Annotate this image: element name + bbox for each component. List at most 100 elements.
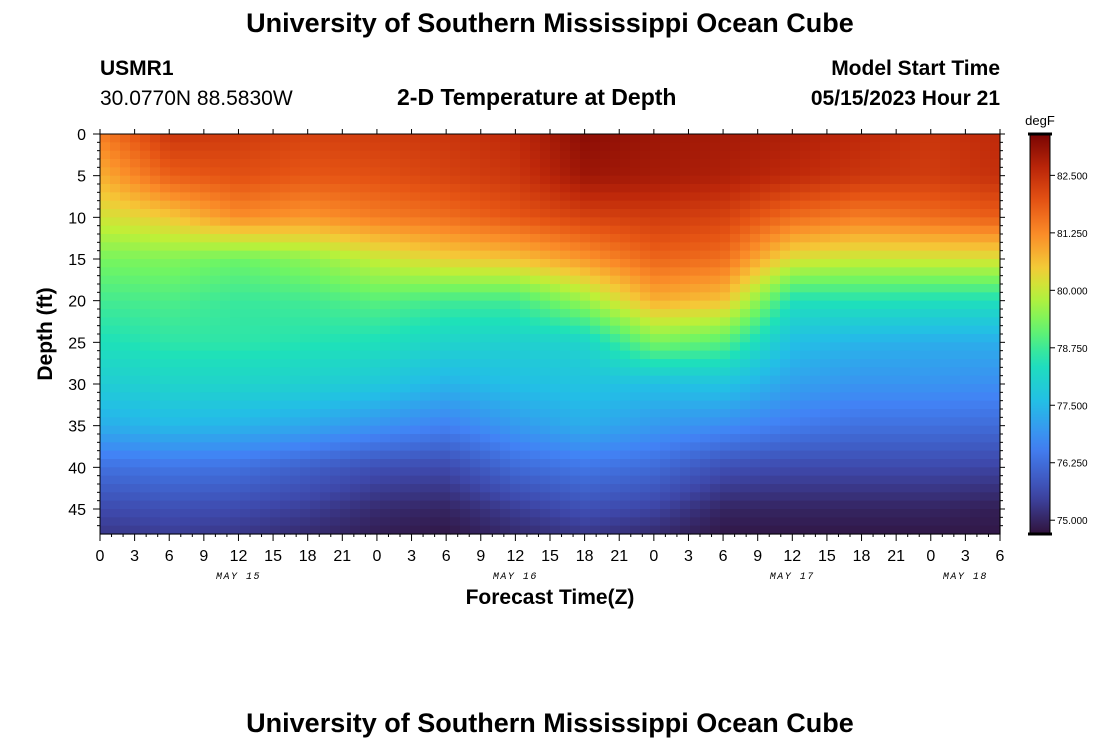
heatmap-cell bbox=[610, 134, 621, 143]
heatmap-cell bbox=[130, 234, 141, 243]
heatmap-cell bbox=[600, 300, 611, 310]
heatmap-cell bbox=[440, 525, 451, 535]
heatmap-cell bbox=[590, 450, 601, 460]
heatmap-cell bbox=[540, 525, 551, 535]
heatmap-cell bbox=[670, 184, 681, 193]
heatmap-cell bbox=[600, 217, 611, 227]
heatmap-cell bbox=[280, 209, 291, 218]
heatmap-cell bbox=[150, 250, 161, 260]
heatmap-cell bbox=[550, 409, 561, 418]
heatmap-cell bbox=[910, 150, 921, 160]
heatmap-cell bbox=[600, 459, 611, 468]
heatmap-cell bbox=[370, 242, 381, 252]
heatmap-cell bbox=[490, 492, 501, 502]
heatmap-cell bbox=[610, 409, 621, 418]
heatmap-cell bbox=[280, 300, 291, 310]
heatmap-cell bbox=[150, 442, 161, 452]
heatmap-cell bbox=[600, 492, 611, 502]
heatmap-cell bbox=[460, 384, 471, 393]
heatmap-cell bbox=[500, 217, 511, 227]
heatmap-cell bbox=[850, 417, 861, 427]
heatmap-cell bbox=[110, 367, 121, 377]
heatmap-cell bbox=[980, 450, 991, 460]
heatmap-cell bbox=[660, 234, 671, 243]
heatmap-cell bbox=[970, 150, 981, 160]
heatmap-cell bbox=[600, 242, 611, 252]
heatmap-cell bbox=[130, 292, 141, 302]
heatmap-cell bbox=[100, 409, 111, 418]
heatmap-cell bbox=[420, 459, 431, 468]
heatmap-cell bbox=[300, 217, 311, 227]
heatmap-cell bbox=[730, 434, 741, 443]
heatmap-cell bbox=[930, 442, 941, 452]
heatmap-cell bbox=[930, 209, 941, 218]
heatmap-cell bbox=[740, 417, 751, 427]
heatmap-cell bbox=[900, 500, 911, 510]
heatmap-cell bbox=[650, 134, 661, 143]
heatmap-cell bbox=[750, 192, 761, 202]
heatmap-cell bbox=[400, 300, 411, 310]
heatmap-cell bbox=[430, 509, 441, 518]
heatmap-cell bbox=[400, 342, 411, 352]
heatmap-cell bbox=[730, 417, 741, 427]
heatmap-cell bbox=[180, 150, 191, 160]
heatmap-cell bbox=[770, 492, 781, 502]
heatmap-cell bbox=[170, 450, 181, 460]
heatmap-cell bbox=[640, 225, 651, 235]
heatmap-cell bbox=[850, 217, 861, 227]
heatmap-cell bbox=[670, 442, 681, 452]
heatmap-cell bbox=[510, 367, 521, 377]
heatmap-cell bbox=[150, 450, 161, 460]
heatmap-cell bbox=[740, 259, 751, 268]
heatmap-cell bbox=[860, 450, 871, 460]
heatmap-cell bbox=[450, 350, 461, 360]
heatmap-cell bbox=[710, 359, 721, 368]
heatmap-cell bbox=[490, 350, 501, 360]
heatmap-cell bbox=[680, 217, 691, 227]
heatmap-cell bbox=[240, 292, 251, 302]
heatmap-cell bbox=[830, 134, 841, 143]
heatmap-cell bbox=[510, 400, 521, 410]
heatmap-cell bbox=[520, 284, 531, 293]
x-tick-label: 15 bbox=[264, 548, 282, 565]
heatmap-cell bbox=[500, 292, 511, 302]
heatmap-cell bbox=[240, 225, 251, 235]
heatmap-cell bbox=[160, 359, 171, 368]
heatmap-cell bbox=[670, 150, 681, 160]
heatmap-cell bbox=[630, 492, 641, 502]
heatmap-cell bbox=[660, 342, 671, 352]
heatmap-cell bbox=[560, 392, 571, 402]
heatmap-cell bbox=[570, 225, 581, 235]
heatmap-cell bbox=[360, 500, 371, 510]
heatmap-cell bbox=[880, 250, 891, 260]
heatmap-cell bbox=[980, 225, 991, 235]
heatmap-cell bbox=[750, 475, 761, 485]
heatmap-cell bbox=[290, 384, 301, 393]
heatmap-cell bbox=[710, 450, 721, 460]
heatmap-cell bbox=[970, 484, 981, 493]
heatmap-cell bbox=[450, 359, 461, 368]
heatmap-cell bbox=[640, 325, 651, 335]
heatmap-cell bbox=[750, 334, 761, 343]
heatmap-cell bbox=[550, 359, 561, 368]
heatmap-cell bbox=[830, 200, 841, 210]
heatmap-cell bbox=[330, 167, 341, 177]
heatmap-cell bbox=[680, 375, 691, 385]
heatmap-cell bbox=[850, 409, 861, 418]
heatmap-cell bbox=[360, 375, 371, 385]
heatmap-cell bbox=[350, 400, 361, 410]
heatmap-cell bbox=[830, 484, 841, 493]
heatmap-cell bbox=[110, 509, 121, 518]
heatmap-cell bbox=[200, 184, 211, 193]
heatmap-cell bbox=[630, 317, 641, 327]
heatmap-cell bbox=[360, 275, 371, 285]
heatmap-cell bbox=[900, 367, 911, 377]
heatmap-cell bbox=[490, 400, 501, 410]
heatmap-cell bbox=[150, 367, 161, 377]
heatmap-cell bbox=[200, 417, 211, 427]
x-tick-label: 3 bbox=[684, 548, 693, 565]
heatmap-cell bbox=[140, 450, 151, 460]
heatmap-cell bbox=[380, 475, 391, 485]
heatmap-cell bbox=[260, 150, 271, 160]
heatmap-cell bbox=[630, 259, 641, 268]
